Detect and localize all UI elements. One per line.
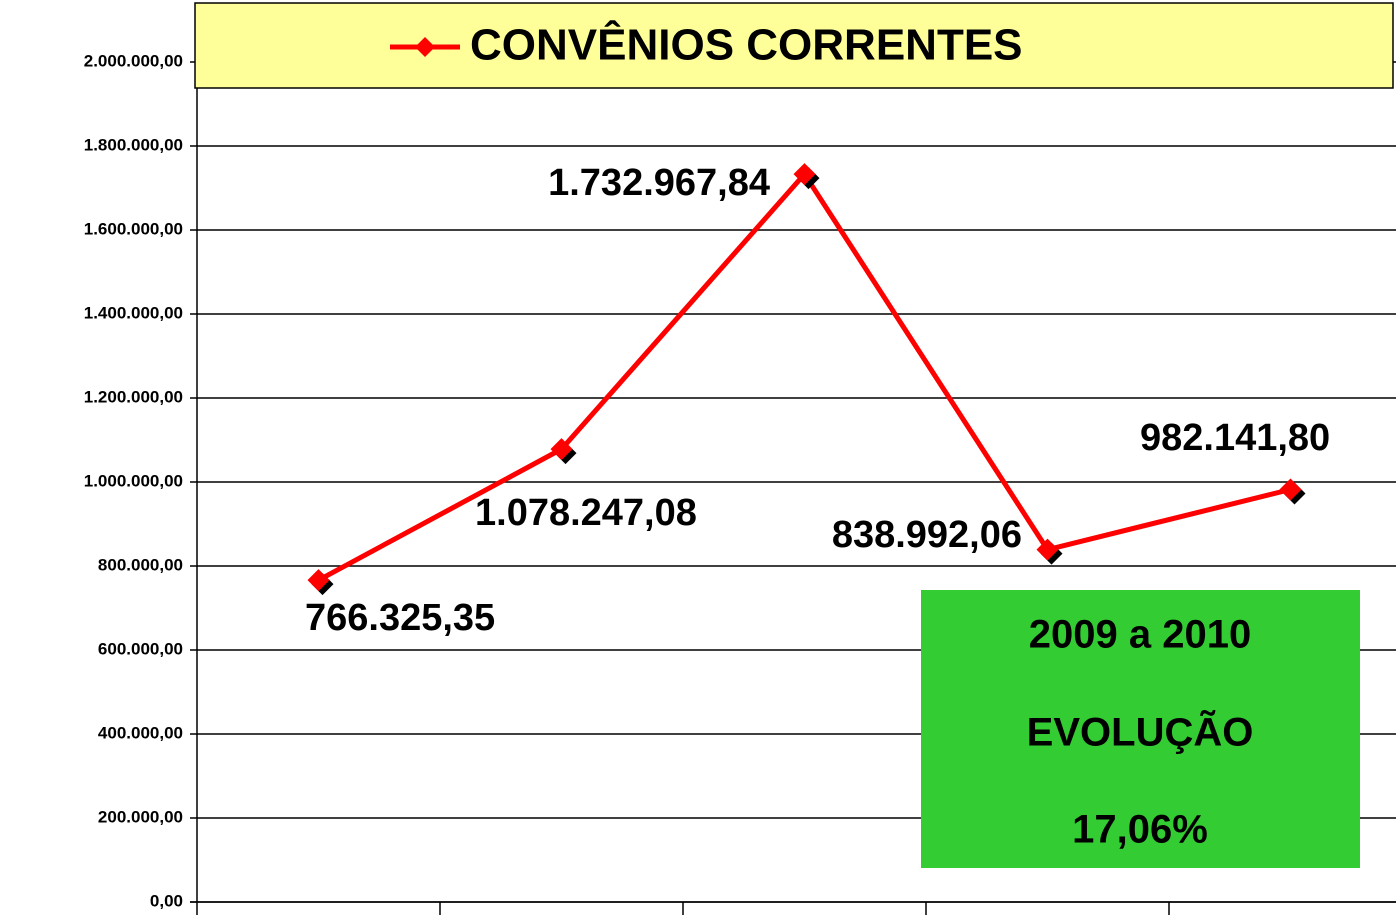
y-tick-label: 1.800.000,00 bbox=[84, 135, 183, 154]
data-label: 838.992,06 bbox=[832, 514, 1022, 556]
y-tick-label: 600.000,00 bbox=[98, 639, 183, 658]
marker bbox=[1279, 478, 1302, 501]
y-tick-label: 2.000.000,00 bbox=[84, 51, 183, 70]
annotation-text: 2009 a 2010 bbox=[1029, 613, 1251, 657]
annotation-box bbox=[921, 590, 1360, 868]
marker bbox=[1036, 538, 1059, 561]
y-tick-label: 800.000,00 bbox=[98, 555, 183, 574]
y-tick-label: 0,00 bbox=[150, 891, 183, 910]
y-tick-label: 1.600.000,00 bbox=[84, 219, 183, 238]
y-tick-label: 200.000,00 bbox=[98, 807, 183, 826]
legend-label: CONVÊNIOS CORRENTES bbox=[470, 20, 1023, 70]
y-tick-label: 400.000,00 bbox=[98, 723, 183, 742]
marker bbox=[793, 163, 816, 186]
data-label: 1.732.967,84 bbox=[548, 162, 770, 204]
marker bbox=[307, 569, 330, 592]
annotation-text: EVOLUÇÃO bbox=[1027, 709, 1254, 755]
series-line bbox=[317, 170, 1292, 583]
y-tick-label: 1.000.000,00 bbox=[84, 471, 183, 490]
y-tick-label: 1.200.000,00 bbox=[84, 387, 183, 406]
data-label: 766.325,35 bbox=[305, 597, 495, 639]
legend-marker bbox=[415, 37, 435, 57]
data-label: 1.078.247,08 bbox=[475, 492, 697, 534]
data-label: 982.141,80 bbox=[1140, 417, 1330, 459]
marker bbox=[550, 438, 573, 461]
annotation-text: 17,06% bbox=[1072, 808, 1208, 852]
y-tick-label: 1.400.000,00 bbox=[84, 303, 183, 322]
